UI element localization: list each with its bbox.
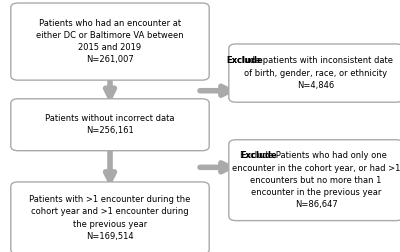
Text: Exclude: Exclude [227,56,263,66]
FancyBboxPatch shape [11,99,209,151]
Text: N=4,846: N=4,846 [297,81,335,90]
Text: cohort year and >1 encounter during: cohort year and >1 encounter during [31,207,189,216]
Text: the previous year: the previous year [73,219,147,229]
Text: Exclude patients with inconsistent date: Exclude patients with inconsistent date [227,56,393,66]
Text: 2015 and 2019: 2015 and 2019 [78,43,142,52]
FancyBboxPatch shape [11,182,209,252]
Text: either DC or Baltimore VA between: either DC or Baltimore VA between [36,31,184,40]
Text: Patients who had an encounter at: Patients who had an encounter at [39,19,181,28]
FancyBboxPatch shape [229,140,400,221]
Text: Patients with >1 encounter during the: Patients with >1 encounter during the [29,195,191,204]
Text: Exclude: Exclude [240,151,277,161]
Text: N=256,161: N=256,161 [86,126,134,135]
Text: N=86,647: N=86,647 [295,200,337,209]
Text: encounters but no more than 1: encounters but no more than 1 [250,176,382,185]
Text: Exclude Patients who had only one: Exclude Patients who had only one [240,151,387,161]
Text: Patients without incorrect data: Patients without incorrect data [45,114,175,123]
Text: encounter in the previous year: encounter in the previous year [251,188,381,197]
Text: N=169,514: N=169,514 [86,232,134,241]
Text: of birth, gender, race, or ethnicity: of birth, gender, race, or ethnicity [244,69,388,78]
Text: N=261,007: N=261,007 [86,55,134,64]
FancyBboxPatch shape [11,3,209,80]
FancyBboxPatch shape [229,44,400,102]
Text: encounter in the cohort year, or had >1: encounter in the cohort year, or had >1 [232,164,400,173]
